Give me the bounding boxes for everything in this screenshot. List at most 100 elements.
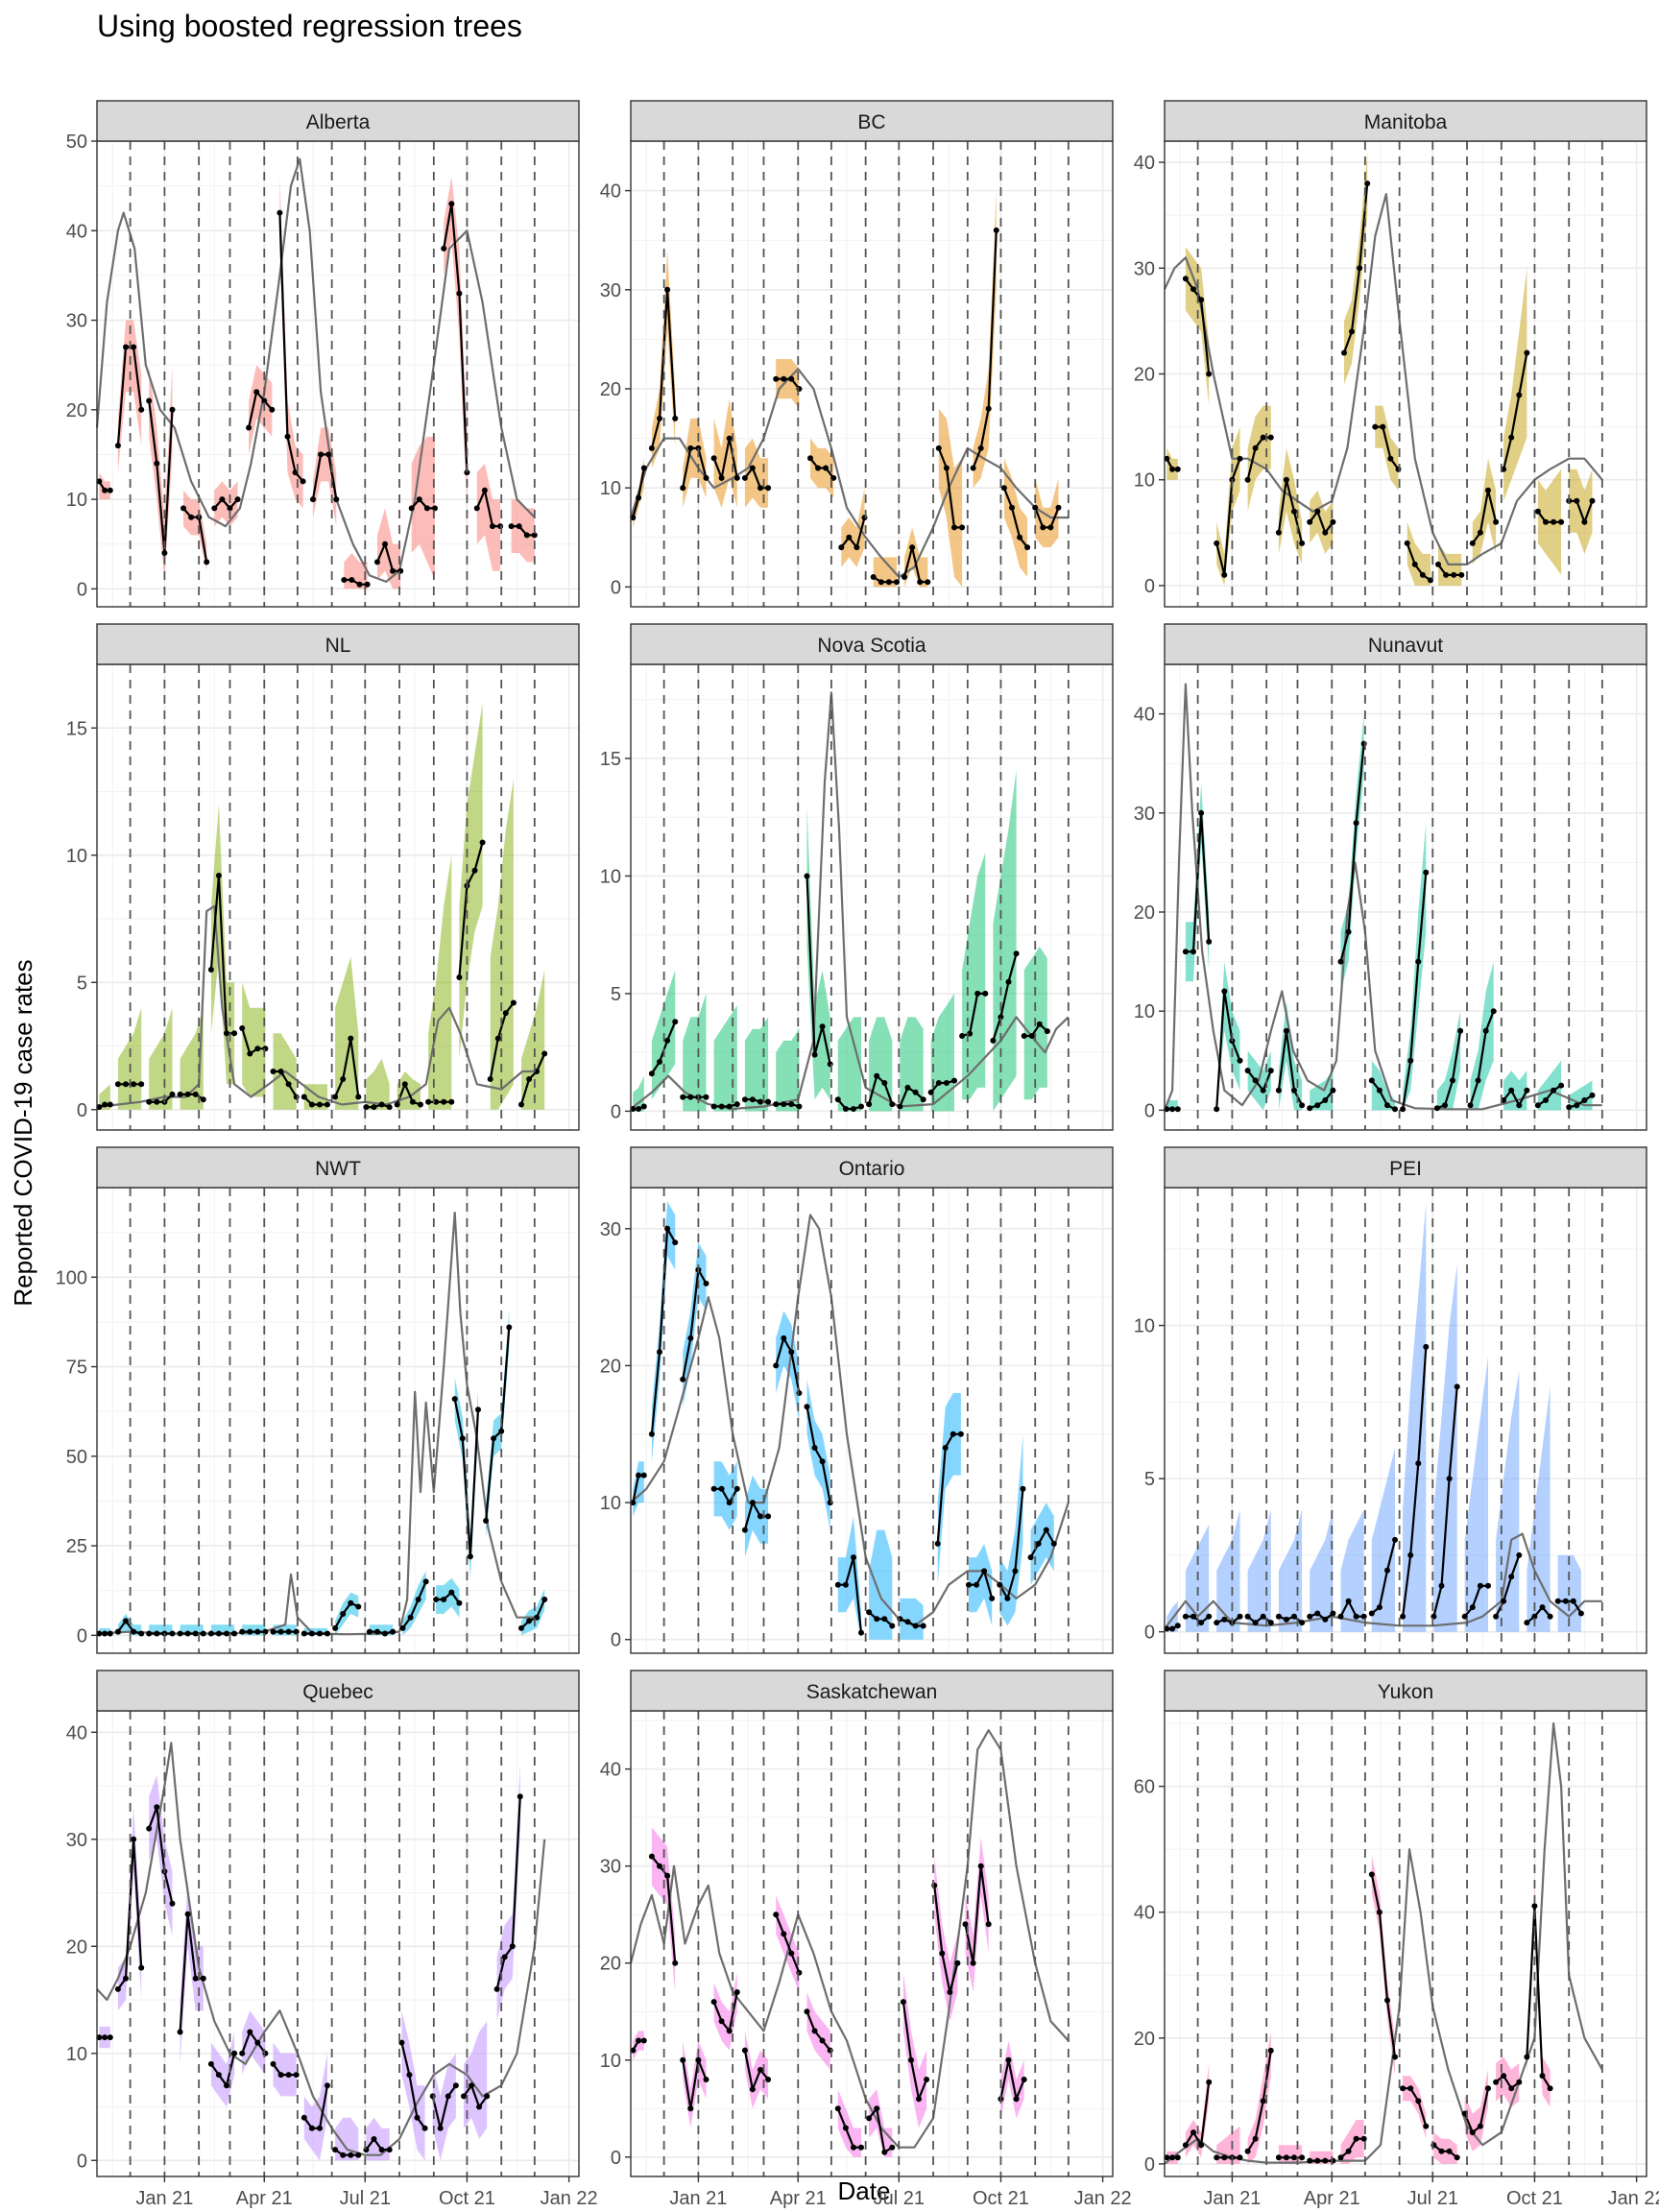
y-tick-label: 0 bbox=[1144, 576, 1155, 597]
forecast-point bbox=[461, 2093, 467, 2100]
y-tick-label: 10 bbox=[600, 1493, 621, 1514]
prediction-band bbox=[900, 1598, 924, 1640]
forecast-point bbox=[473, 505, 480, 512]
forecast-line bbox=[248, 389, 274, 428]
strip-label: Yukon bbox=[1378, 1681, 1433, 1703]
forecast-point bbox=[1017, 534, 1023, 541]
forecast-point bbox=[726, 2028, 733, 2034]
prediction-band bbox=[273, 1624, 297, 1636]
forecast-line bbox=[809, 457, 835, 479]
forecast-line bbox=[992, 953, 1018, 1042]
y-tick-label: 40 bbox=[1134, 705, 1155, 726]
forecast-point bbox=[1431, 1613, 1437, 1620]
forecast-point bbox=[804, 2008, 810, 2015]
prediction-band bbox=[776, 1028, 800, 1112]
forecast-point bbox=[317, 2125, 323, 2131]
forecast-line bbox=[1471, 490, 1498, 544]
prediction-band bbox=[1247, 1509, 1271, 1632]
forecast-point bbox=[371, 2136, 377, 2142]
forecast-point bbox=[796, 1103, 803, 1110]
strip-background bbox=[1164, 1670, 1647, 1712]
panel-background bbox=[97, 664, 579, 1130]
forecast-point bbox=[1384, 1997, 1390, 2004]
forecast-point bbox=[502, 1010, 509, 1017]
forecast-point bbox=[508, 523, 515, 530]
y-tick-label: 40 bbox=[1134, 153, 1155, 174]
forecast-point bbox=[1516, 392, 1523, 398]
forecast-point bbox=[154, 1098, 160, 1105]
x-tick-label: Jan 21 bbox=[135, 2188, 193, 2209]
forecast-point bbox=[523, 532, 530, 539]
forecast-point bbox=[1589, 497, 1596, 504]
prediction-band bbox=[1166, 1600, 1178, 1632]
x-tick-label: Oct 21 bbox=[1506, 2188, 1563, 2209]
forecast-point bbox=[1433, 1105, 1440, 1112]
forecast-point bbox=[1534, 1102, 1541, 1109]
forecast-point bbox=[1182, 2142, 1189, 2149]
forecast-point bbox=[154, 1804, 160, 1811]
y-tick-label: 10 bbox=[66, 490, 87, 511]
forecast-point bbox=[456, 1599, 463, 1606]
forecast-point bbox=[672, 1960, 679, 1966]
forecast-point bbox=[710, 1485, 717, 1492]
forecast-point bbox=[293, 2072, 300, 2079]
forecast-line bbox=[743, 2050, 769, 2093]
forecast-point bbox=[422, 1578, 429, 1585]
forecast-point bbox=[657, 1863, 662, 1869]
y-tick-label: 30 bbox=[1134, 258, 1155, 279]
forecast-line bbox=[1432, 2144, 1458, 2159]
forecast-point bbox=[1482, 1027, 1489, 1034]
forecast-point bbox=[285, 2072, 292, 2079]
forecast-point bbox=[1174, 1106, 1181, 1113]
strip-background bbox=[1164, 623, 1647, 665]
forecast-point bbox=[1551, 518, 1557, 525]
forecast-point bbox=[1169, 466, 1176, 472]
forecast-line bbox=[303, 1095, 327, 1106]
y-tick-label: 20 bbox=[66, 1936, 87, 1958]
forecast-point bbox=[1531, 1613, 1538, 1620]
forecast-point bbox=[1237, 1057, 1243, 1064]
forecast-point bbox=[710, 455, 717, 462]
forecast-line bbox=[1339, 1599, 1364, 1618]
forecast-point bbox=[1020, 1485, 1026, 1492]
forecast-line bbox=[868, 2105, 893, 2154]
forecast-point bbox=[441, 1597, 447, 1602]
x-tick-label: Jan 21 bbox=[1203, 2188, 1261, 2209]
prediction-band bbox=[1464, 1356, 1488, 1632]
forecast-line bbox=[1215, 458, 1241, 576]
forecast-point bbox=[781, 1334, 787, 1341]
forecast-point bbox=[467, 1553, 473, 1560]
forecast-point bbox=[378, 2147, 385, 2153]
prediction-band bbox=[366, 1058, 390, 1110]
forecast-line bbox=[1185, 277, 1211, 374]
forecast-point bbox=[1198, 1620, 1205, 1626]
panel-background bbox=[97, 141, 579, 607]
forecast-point bbox=[1314, 508, 1321, 515]
prediction-band bbox=[1403, 1203, 1427, 1632]
forecast-point bbox=[1027, 1554, 1034, 1561]
y-tick-label: 10 bbox=[1134, 470, 1155, 492]
y-tick-label: 20 bbox=[600, 1356, 621, 1377]
forecast-line bbox=[775, 1913, 801, 1974]
forecast-point bbox=[1005, 2056, 1012, 2063]
forecast-point bbox=[363, 2147, 370, 2153]
reported-series-line bbox=[95, 157, 536, 584]
forecast-point bbox=[349, 577, 355, 583]
forecast-point bbox=[1291, 1613, 1297, 1620]
forecast-point bbox=[374, 559, 380, 565]
forecast-point bbox=[815, 465, 821, 471]
forecast-point bbox=[630, 1500, 637, 1506]
forecast-point bbox=[974, 990, 981, 997]
forecast-point bbox=[874, 2105, 880, 2112]
forecast-point bbox=[741, 2047, 748, 2054]
forecast-point bbox=[1475, 1077, 1481, 1084]
forecast-point bbox=[1435, 561, 1441, 567]
forecast-point bbox=[451, 1396, 458, 1403]
forecast-point bbox=[1267, 1620, 1274, 1626]
forecast-point bbox=[1501, 2073, 1507, 2080]
forecast-line bbox=[650, 1225, 677, 1434]
forecast-point bbox=[916, 2096, 922, 2103]
forecast-point bbox=[516, 523, 522, 530]
forecast-point bbox=[494, 1035, 501, 1042]
forecast-point bbox=[970, 1960, 976, 1966]
